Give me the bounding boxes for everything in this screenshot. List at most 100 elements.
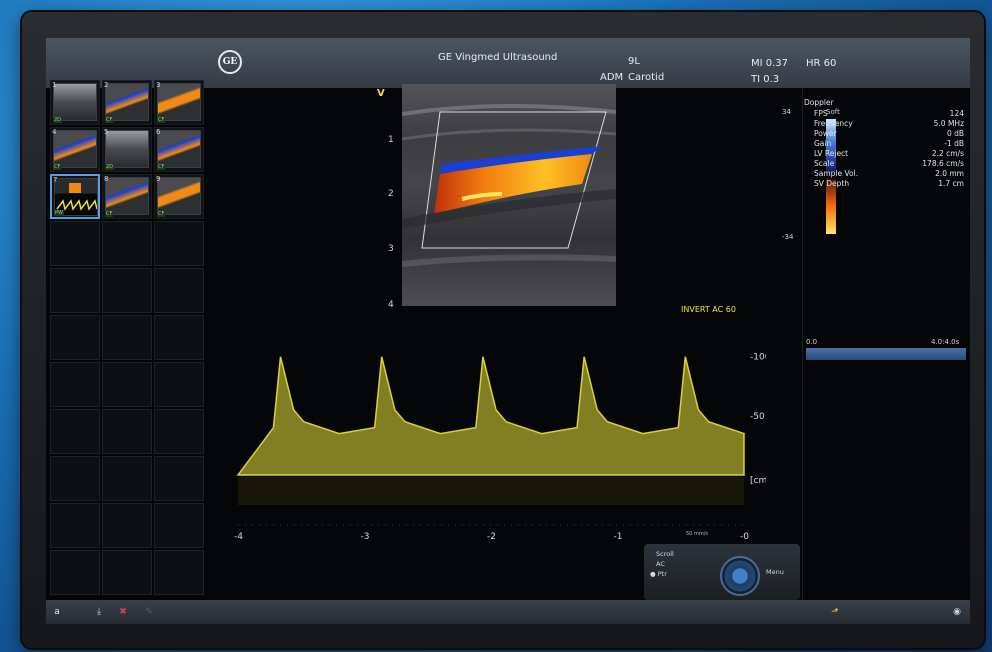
y-tick-label: -100 (750, 353, 766, 363)
empty-thumbnail-slot[interactable] (154, 409, 204, 454)
bottom-bar: a ⤓ ✖ ✎ ⬏ ◉ (46, 600, 970, 624)
trackball-wheel-icon[interactable] (720, 556, 760, 596)
empty-thumbnail-slot[interactable] (102, 409, 152, 454)
param-row: SV Depth 1.7 cm (804, 179, 964, 189)
empty-thumbnail-slot[interactable] (102, 503, 152, 548)
thumbnail-3[interactable]: 3 CF (154, 80, 204, 125)
depth-tick-2: 2 (388, 189, 394, 199)
thumbnail-number: 7 (53, 176, 58, 184)
preset-prefix: ADM (600, 72, 624, 83)
side-divider (802, 88, 803, 608)
thumbnail-7[interactable]: 7 PW (50, 174, 100, 219)
thumbnail-1[interactable]: 1 2D (50, 80, 100, 125)
thumbnail-image (157, 83, 201, 121)
y-tick-label: -50 (750, 412, 765, 422)
hr-value: HR 60 (806, 58, 837, 69)
empty-thumbnail-slot[interactable] (154, 550, 204, 595)
empty-thumbnail-slot[interactable] (102, 221, 152, 266)
thumbnail-number: 3 (156, 81, 161, 89)
thumbnail-image (105, 130, 149, 168)
settings-icon[interactable]: ◉ (953, 607, 961, 617)
empty-thumbnail-slot[interactable] (50, 221, 100, 266)
param-row: Sample Vol. 2.0 mm (804, 169, 964, 179)
spectral-doppler: -100 -50 [cm/s] -4 -3 -2 -1 -0 50 mm/s (234, 353, 766, 542)
empty-thumbnail-slot[interactable] (102, 362, 152, 407)
param-label: Power (814, 129, 837, 138)
a-button[interactable]: a (54, 607, 60, 617)
thumbnail-grid: 1 2D 2 CF 3 CF 4 CF 5 2D 6 CF 7 PW 8 CF 9 CF (50, 80, 206, 600)
thumbnail-mode-tag: PW (54, 210, 64, 216)
param-row: LV Reject 2.2 cm/s (804, 149, 964, 159)
depth-tick-1: 1 (388, 135, 394, 145)
thumbnail-mode-tag: CF (105, 117, 114, 123)
empty-thumbnail-slot[interactable] (50, 456, 100, 501)
param-value: 2.2 cm/s (931, 149, 964, 158)
thumbnail-mode-tag: CF (157, 164, 166, 170)
thumbnail-mode-tag: CF (105, 211, 114, 217)
color-scale-top: 34 (782, 108, 791, 116)
mi-value: MI 0.37 (751, 58, 789, 69)
probe-label: 9L (628, 56, 640, 67)
empty-thumbnail-slot[interactable] (154, 503, 204, 548)
empty-thumbnail-slot[interactable] (154, 268, 204, 313)
thumbnail-number: 8 (104, 175, 109, 183)
empty-thumbnail-slot[interactable] (50, 268, 100, 313)
thumbnail-2[interactable]: 2 CF (102, 80, 152, 125)
thumbnail-mode-tag: CF (157, 211, 166, 217)
empty-thumbnail-slot[interactable] (154, 221, 204, 266)
thumbnail-number: 4 (52, 128, 57, 136)
thumbnail-image (157, 177, 201, 215)
empty-thumbnail-slot[interactable] (154, 362, 204, 407)
preset-label: Carotid (628, 72, 665, 83)
menu-button[interactable]: Menu (766, 568, 784, 576)
thumbnail-number: 5 (104, 128, 109, 136)
edit-icon[interactable]: ✎ (145, 607, 153, 617)
param-value: 0 dB (946, 129, 964, 138)
x-tick-label: -0 (740, 532, 749, 542)
thumbnail-8[interactable]: 8 CF (102, 174, 152, 219)
cine-loop-bar[interactable] (806, 348, 966, 360)
param-value: 2.0 mm (935, 169, 964, 178)
pointer-icon[interactable]: ⬏ (831, 607, 839, 617)
invert-label: INVERT AC 60 (681, 305, 736, 314)
empty-thumbnail-slot[interactable] (50, 362, 100, 407)
param-value: -1 dB (944, 139, 964, 148)
empty-thumbnail-slot[interactable] (50, 409, 100, 454)
empty-thumbnail-slot[interactable] (50, 550, 100, 595)
thumbnail-9[interactable]: 9 CF (154, 174, 204, 219)
param-label: LV Reject (814, 149, 849, 158)
ptr-option[interactable]: ● Ptr (650, 570, 667, 578)
empty-thumbnail-slot[interactable] (50, 315, 100, 360)
param-label: Sample Vol. (814, 169, 859, 178)
thumbnail-6[interactable]: 6 CF (154, 127, 204, 172)
thumbnail-4[interactable]: 4 CF (50, 127, 100, 172)
empty-thumbnail-slot[interactable] (102, 550, 152, 595)
thumbnail-5[interactable]: 5 2D (102, 127, 152, 172)
doppler-params: Doppler FPS 124 Frequency 5.0 MHz Power 0 dB G… (804, 98, 964, 189)
x-tick-label: -4 (234, 532, 243, 542)
empty-thumbnail-slot[interactable] (154, 315, 204, 360)
empty-thumbnail-slot[interactable] (154, 456, 204, 501)
radio-dot-icon: ● (650, 570, 656, 578)
thumbnail-image (157, 130, 201, 168)
thumbnail-number: 6 (156, 128, 161, 136)
empty-thumbnail-slot[interactable] (50, 503, 100, 548)
param-value: 5.0 MHz (933, 119, 964, 128)
delete-icon[interactable]: ✖ (119, 607, 127, 617)
app-title: GE Vingmed Ultrasound (438, 52, 558, 63)
scroll-option[interactable]: Scroll (656, 550, 674, 558)
empty-thumbnail-slot[interactable] (102, 268, 152, 313)
param-value: 1.7 cm (938, 179, 964, 188)
download-icon[interactable]: ⤓ (97, 607, 101, 617)
empty-thumbnail-slot[interactable] (102, 456, 152, 501)
spectral-envelope (236, 356, 745, 476)
thumbnail-mode-tag: CF (53, 164, 62, 170)
bmode-image[interactable] (402, 84, 616, 306)
thumbnail-mode-tag: 2D (53, 117, 63, 123)
sweep-speed-label: 50 mm/s (686, 531, 708, 537)
param-label: Frequency (814, 119, 853, 128)
param-row: Gain -1 dB (804, 139, 964, 149)
thumbnail-mode-tag: CF (157, 117, 166, 123)
ac-option[interactable]: AC (656, 560, 665, 568)
empty-thumbnail-slot[interactable] (102, 315, 152, 360)
